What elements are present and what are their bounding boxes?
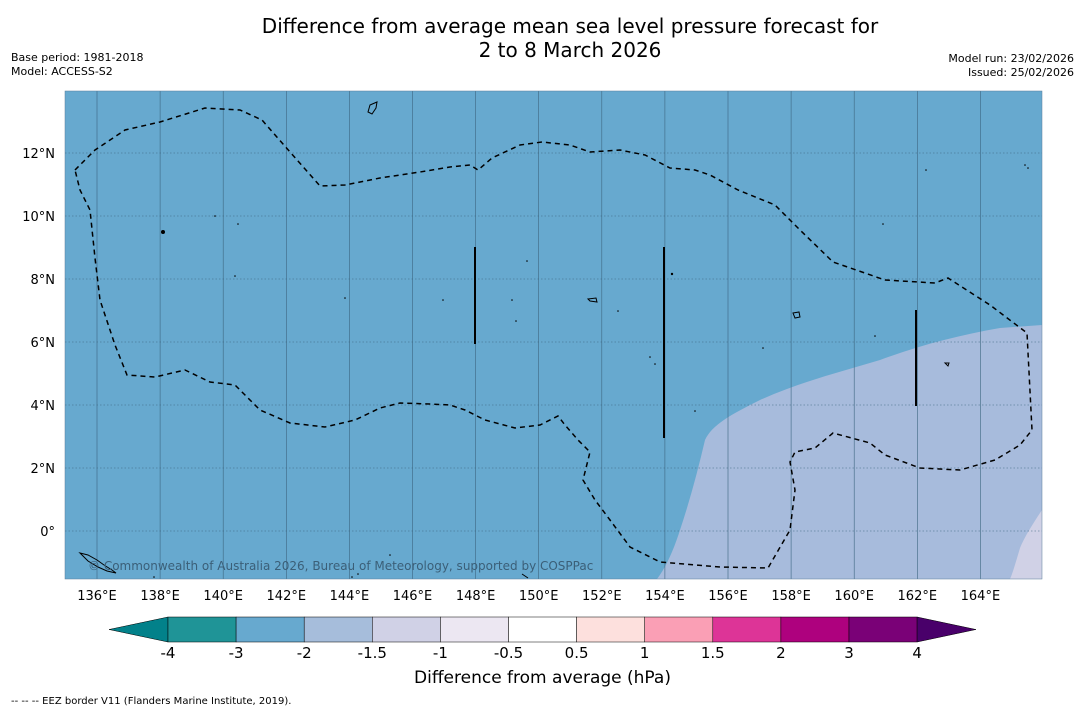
colorbar-segment bbox=[372, 616, 441, 643]
page-title: Difference from average mean sea level p… bbox=[0, 14, 1085, 62]
island-guam bbox=[367, 101, 378, 115]
map-frame bbox=[64, 90, 1043, 580]
longitude-label: 136°E bbox=[77, 589, 117, 604]
island-new-ireland bbox=[521, 573, 529, 579]
longitude-label: 146°E bbox=[393, 589, 433, 604]
island-palau bbox=[78, 552, 117, 574]
island-chuuk bbox=[586, 297, 598, 303]
title-line-2: 2 to 8 March 2026 bbox=[478, 38, 662, 62]
colorbar-segment bbox=[576, 616, 645, 643]
colorbar-segment bbox=[644, 616, 714, 643]
longitude-label: 164°E bbox=[961, 589, 1001, 604]
colorbar-tick-label: 3 bbox=[844, 644, 854, 662]
colorbar-segment bbox=[167, 616, 237, 643]
latitude-label: 10°N bbox=[22, 210, 55, 225]
colorbar-tick-label: -0.5 bbox=[494, 644, 523, 662]
longitude-label: 142°E bbox=[267, 589, 307, 604]
latitude-label: 2°N bbox=[31, 462, 56, 477]
colorbar-extend-high bbox=[916, 616, 977, 643]
model-run: Model run: 23/02/2026 bbox=[948, 52, 1074, 65]
anomaly-band-minus-2 bbox=[657, 325, 1042, 579]
atolls bbox=[153, 164, 1029, 578]
eez-footnote: -- -- -- EEZ border V11 (Flanders Marine… bbox=[11, 696, 292, 707]
anomaly-band-minus-1-5 bbox=[1010, 510, 1042, 579]
graticule bbox=[65, 91, 1042, 579]
latitude-label: 12°N bbox=[22, 147, 55, 162]
colorbar bbox=[108, 616, 977, 643]
colorbar-segment bbox=[780, 616, 850, 643]
latitude-label: 6°N bbox=[31, 336, 56, 351]
base-period: Base period: 1981-2018 bbox=[11, 51, 144, 64]
colorbar-segment bbox=[303, 616, 373, 643]
longitude-label: 144°E bbox=[330, 589, 370, 604]
colorbar-tick-label: 4 bbox=[912, 644, 922, 662]
colorbar-segment bbox=[848, 616, 918, 643]
longitude-label: 140°E bbox=[203, 589, 243, 604]
copyright-notice: © Commonwealth of Australia 2026, Bureau… bbox=[88, 559, 593, 573]
colorbar-tick-label: 1 bbox=[640, 644, 650, 662]
colorbar-tick-label: 1.5 bbox=[701, 644, 725, 662]
model-info: Base period: 1981-2018 Model: ACCESS-S2 bbox=[11, 51, 143, 79]
colorbar-tick-label: -2 bbox=[297, 644, 312, 662]
colorbar-segment bbox=[508, 616, 577, 643]
island-kosrae bbox=[943, 362, 950, 367]
map-area: © Commonwealth of Australia 2026, Bureau… bbox=[65, 91, 1042, 579]
colorbar-tick-label: -3 bbox=[229, 644, 244, 662]
islands bbox=[78, 101, 950, 579]
longitude-label: 152°E bbox=[582, 589, 622, 604]
latitude-label: 4°N bbox=[31, 399, 56, 414]
colorbar-tick-label: -1 bbox=[433, 644, 448, 662]
run-info: Model run: 23/02/2026 Issued: 25/02/2026 bbox=[948, 52, 1074, 80]
longitude-label: 138°E bbox=[140, 589, 180, 604]
eez-border bbox=[74, 107, 1033, 569]
colorbar-labels: -4 -3 -2 -1.5 -1 -0.5 0.5 1 1.5 2 3 4 bbox=[161, 644, 922, 662]
longitude-label: 162°E bbox=[898, 589, 938, 604]
colorbar-segment bbox=[712, 616, 782, 643]
colorbar-tick-label: -1.5 bbox=[358, 644, 387, 662]
latitude-labels: 12°N 10°N 8°N 6°N 4°N 2°N 0° bbox=[22, 147, 55, 540]
colorbar-tick-label: -4 bbox=[161, 644, 176, 662]
longitude-label: 160°E bbox=[834, 589, 874, 604]
longitude-label: 148°E bbox=[456, 589, 496, 604]
longitude-label: 156°E bbox=[708, 589, 748, 604]
title-line-1: Difference from average mean sea level p… bbox=[261, 14, 879, 38]
longitude-label: 154°E bbox=[645, 589, 685, 604]
model-name: Model: ACCESS-S2 bbox=[11, 65, 113, 78]
latitude-label: 0° bbox=[40, 525, 55, 540]
longitude-labels: 136°E 138°E 140°E 142°E 144°E 146°E 148°E 150°E… bbox=[77, 589, 1000, 604]
colorbar-segment bbox=[440, 616, 509, 643]
issued-date: Issued: 25/02/2026 bbox=[967, 66, 1074, 79]
longitude-label: 158°E bbox=[771, 589, 811, 604]
colorbar-title: Difference from average (hPa) bbox=[414, 668, 671, 688]
colorbar-tick-label: 2 bbox=[776, 644, 786, 662]
colorbar-extend-low bbox=[108, 616, 169, 643]
latitude-label: 8°N bbox=[31, 273, 56, 288]
longitude-label: 150°E bbox=[519, 589, 559, 604]
colorbar-segment bbox=[235, 616, 305, 643]
colorbar-tick-label: 0.5 bbox=[565, 644, 589, 662]
island-pohnpei bbox=[792, 311, 801, 319]
